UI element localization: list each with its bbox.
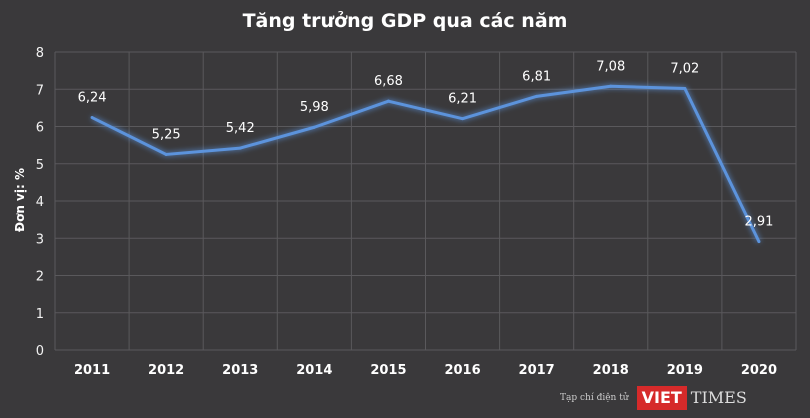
x-tick-label: 2017 [519, 363, 555, 378]
y-tick-label: 0 [36, 344, 44, 359]
viettimes-watermark: Tạp chí điện tử VIET TIMES [560, 384, 747, 412]
x-tick-label: 2012 [148, 363, 184, 378]
data-label: 6,24 [78, 91, 107, 106]
watermark-tagline: Tạp chí điện tử [560, 393, 629, 403]
x-tick-label: 2014 [296, 363, 332, 378]
data-point [757, 240, 761, 244]
y-tick-label: 1 [36, 307, 44, 322]
watermark-brand-left: VIET [636, 386, 687, 410]
series-line [91, 84, 761, 243]
y-ticks: 0 1 2 3 4 5 6 7 8 [36, 46, 44, 359]
data-point [90, 116, 94, 120]
data-label: 2,91 [744, 215, 773, 230]
x-tick-label: 2019 [667, 363, 703, 378]
x-tick-label: 2018 [593, 363, 629, 378]
x-tick-label: 2015 [370, 363, 406, 378]
data-point [535, 94, 539, 98]
x-tick-label: 2013 [222, 363, 258, 378]
data-label: 7,02 [670, 62, 699, 77]
data-point [461, 117, 465, 121]
data-point [683, 87, 687, 91]
data-label: 7,08 [596, 59, 625, 74]
data-label: 5,25 [152, 127, 181, 142]
data-label: 6,21 [448, 92, 477, 107]
data-labels: 6,24 5,25 5,42 5,98 6,68 6,21 6,81 7,08 7,02 2,91 [78, 59, 773, 244]
data-point [164, 152, 168, 156]
x-tick-label: 2016 [444, 363, 480, 378]
x-tick-label: 2020 [741, 363, 777, 378]
data-point [386, 99, 390, 103]
y-tick-label: 5 [36, 158, 44, 173]
y-tick-label: 4 [36, 195, 44, 210]
watermark-brand-right: TIMES [690, 388, 747, 407]
y-tick-label: 6 [36, 121, 44, 136]
y-tick-label: 8 [36, 46, 44, 61]
x-tick-label: 2011 [74, 363, 110, 378]
data-label: 5,42 [226, 121, 255, 136]
grid [54, 51, 797, 351]
x-ticks: 2011 2012 2013 2014 2015 2016 2017 2018 2019 2020 [74, 363, 777, 378]
data-label: 6,68 [374, 74, 403, 89]
y-tick-label: 2 [36, 270, 44, 285]
y-tick-label: 7 [36, 83, 44, 98]
y-tick-label: 3 [36, 232, 44, 247]
chart-title: Tăng trưởng GDP qua các năm [243, 10, 568, 32]
data-label: 5,98 [300, 100, 329, 115]
data-point [238, 146, 242, 150]
data-label: 6,81 [522, 69, 551, 84]
y-axis-label: Đơn vị: % [13, 168, 27, 232]
data-point [312, 125, 316, 129]
gdp-line [91, 84, 761, 243]
data-point [609, 84, 613, 88]
